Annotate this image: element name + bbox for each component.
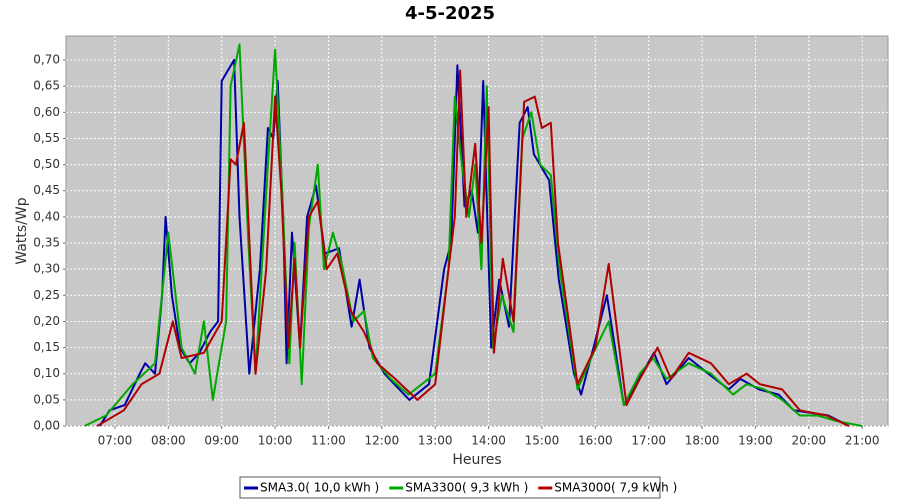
x-tick-label: 19:00: [738, 434, 773, 448]
x-tick-label: 12:00: [365, 434, 400, 448]
x-tick-label: 15:00: [525, 434, 560, 448]
y-axis-label: Watts/Wp: [14, 197, 30, 264]
legend-label: SMA3300( 9,3 kWh ): [405, 481, 528, 495]
x-axis-label: Heures: [452, 452, 501, 468]
y-tick-label: 0,30: [33, 262, 60, 276]
x-tick-label: 14:00: [471, 434, 506, 448]
series-line: [98, 59, 850, 427]
y-tick-label: 0,00: [33, 419, 60, 433]
x-tick-label: 18:00: [685, 434, 720, 448]
y-tick-label: 0,65: [33, 79, 60, 93]
x-tick-label: 16:00: [578, 434, 613, 448]
x-tick-label: 21:00: [845, 434, 880, 448]
x-tick-label: 09:00: [204, 434, 239, 448]
legend: [239, 476, 661, 499]
y-tick-label: 0,05: [33, 392, 60, 406]
x-tick-label: 20:00: [792, 434, 827, 448]
y-tick-label: 0,35: [33, 236, 60, 250]
x-tick-label: 13:00: [418, 434, 453, 448]
x-tick-label: 07:00: [98, 434, 133, 448]
x-tick-label: 17:00: [631, 434, 666, 448]
y-tick-label: 0,25: [33, 288, 60, 302]
y-tick-label: 0,50: [33, 157, 60, 171]
y-tick-label: 0,40: [33, 209, 60, 223]
x-tick-label: 10:00: [258, 434, 293, 448]
chart-title: 4-5-2025: [405, 3, 495, 24]
legend-label: SMA3.0( 10,0 kWh ): [260, 481, 379, 495]
y-tick-label: 0,20: [33, 314, 60, 328]
y-tick-label: 0,60: [33, 105, 60, 119]
y-tick-label: 0,10: [33, 366, 60, 380]
series-line: [96, 69, 850, 427]
legend-label: SMA3000( 7,9 kWh ): [554, 481, 677, 495]
y-tick-label: 0,45: [33, 183, 60, 197]
y-tick-label: 0,15: [33, 340, 60, 354]
y-tick-label: 0,55: [33, 131, 60, 145]
x-tick-label: 11:00: [311, 434, 346, 448]
x-tick-label: 08:00: [151, 434, 186, 448]
y-tick-label: 0,70: [33, 53, 60, 67]
